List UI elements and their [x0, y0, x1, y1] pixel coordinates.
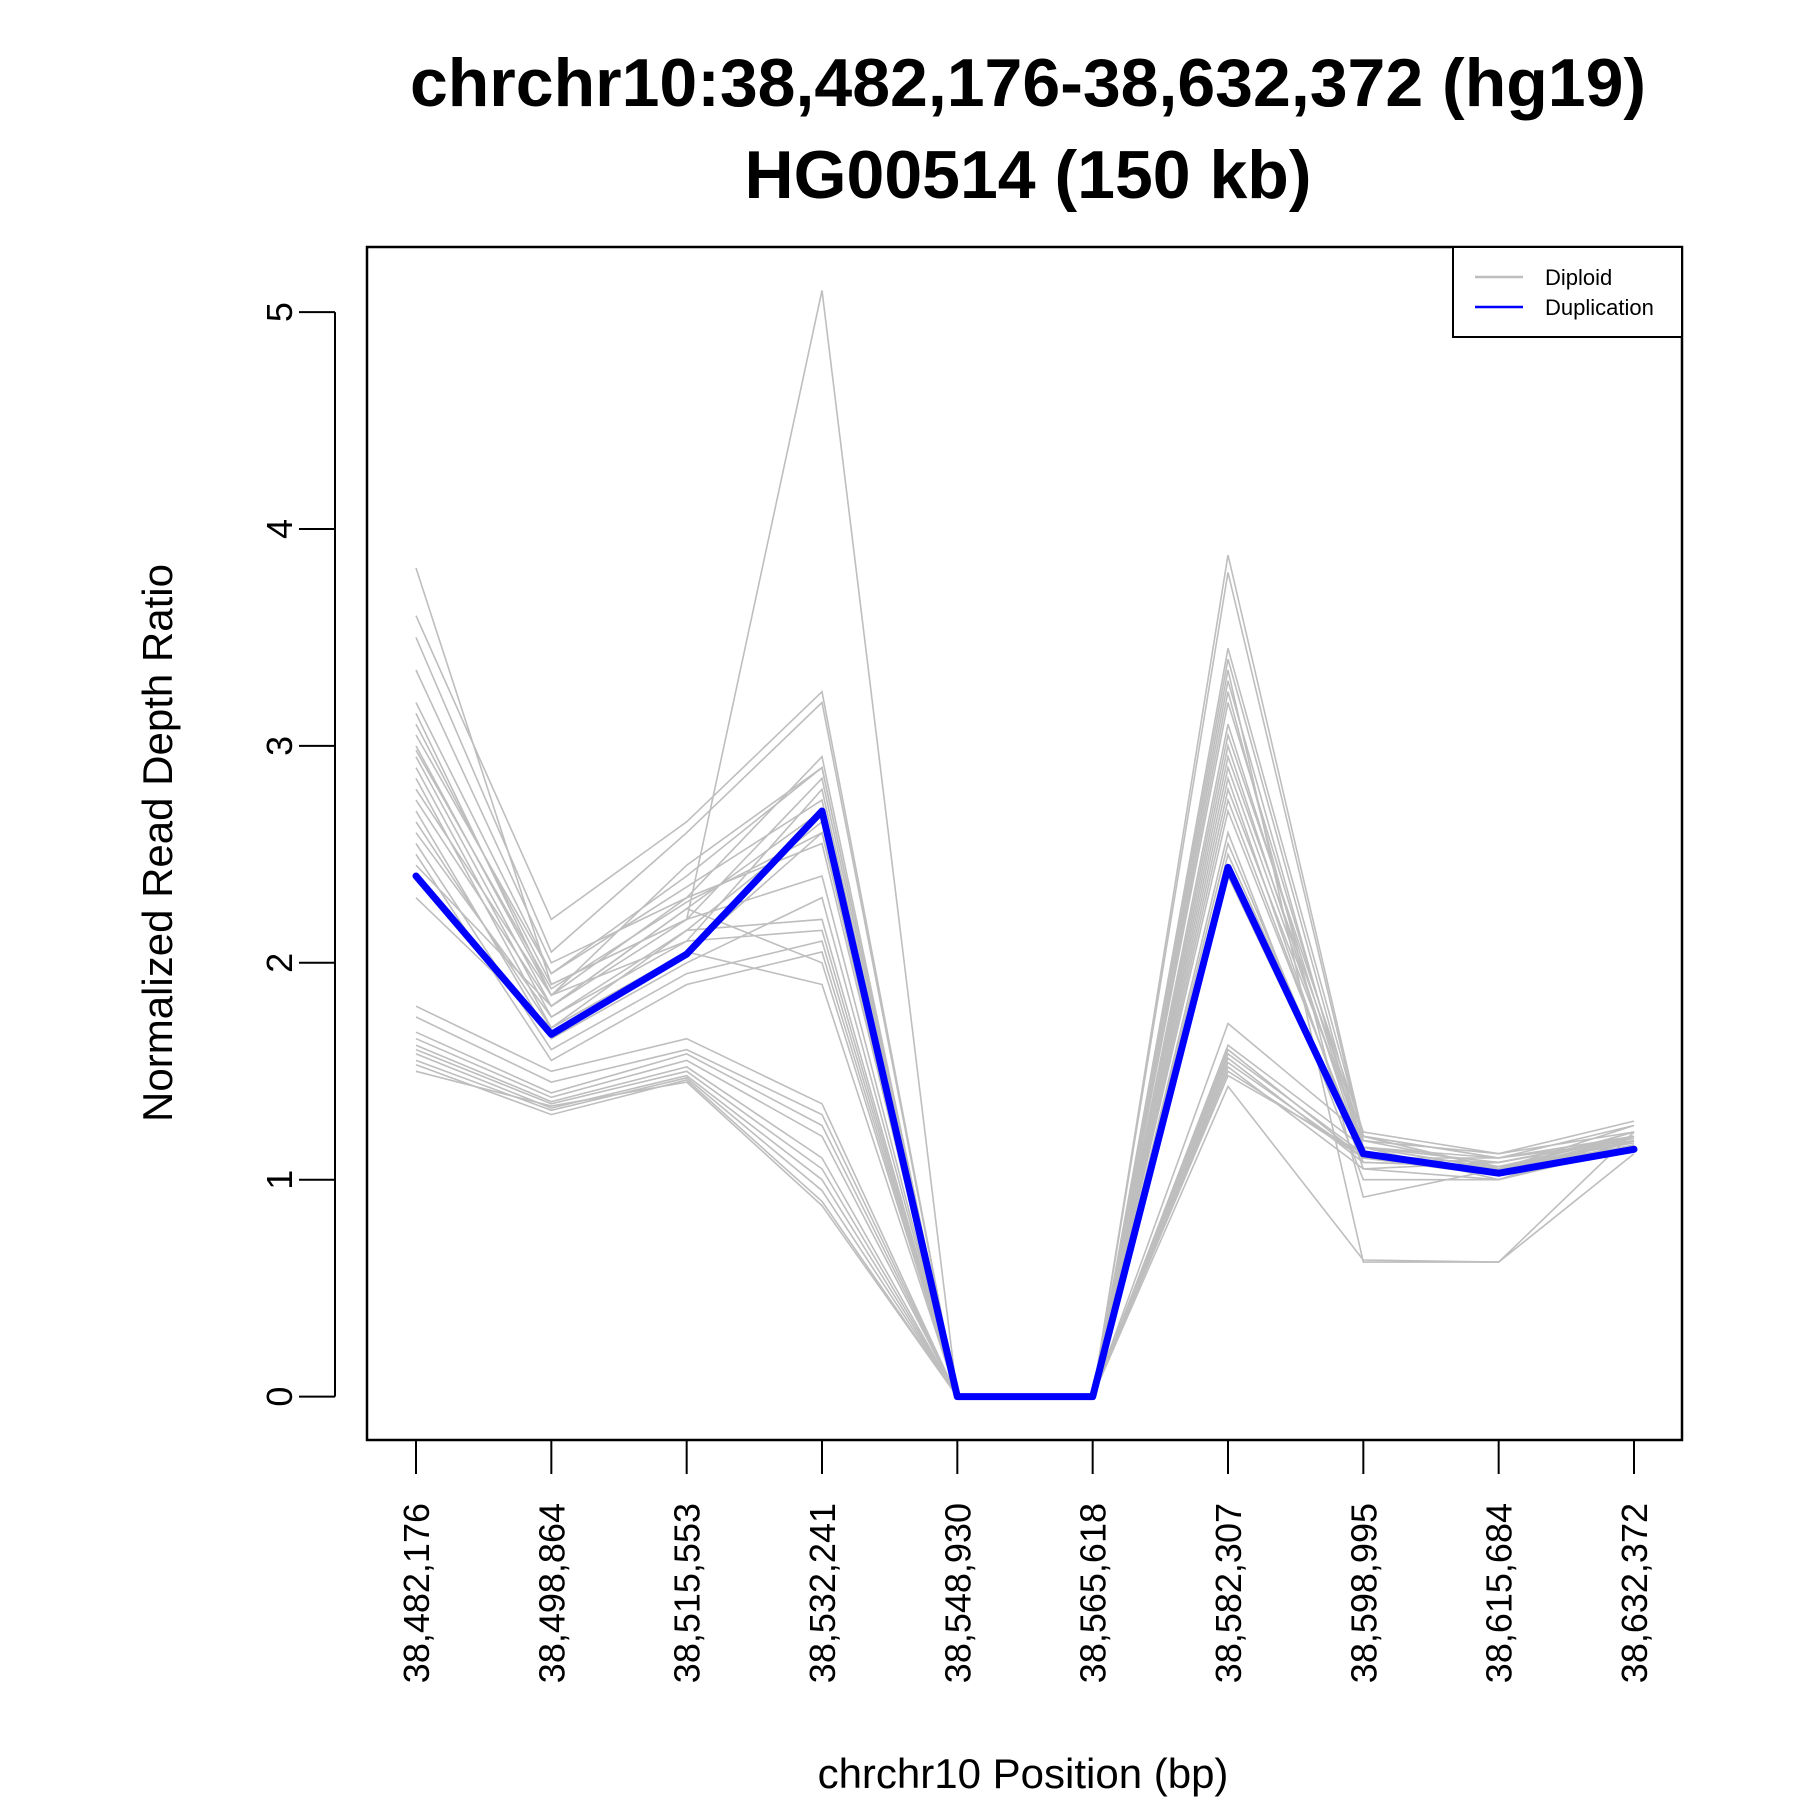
plot-frame [365, 245, 1684, 1442]
y-tick-label: 1 [259, 1170, 300, 1190]
diploid-series-line [415, 851, 1635, 1398]
x-tick-label: 38,498,864 [531, 1503, 572, 1683]
diploid-series-line [415, 702, 1635, 1398]
x-tick-label: 38,482,176 [396, 1503, 437, 1683]
y-tick-label: 0 [259, 1387, 300, 1407]
y-tick-label: 3 [259, 736, 300, 756]
diploid-series-line [415, 1005, 1635, 1398]
highlight-layer [412, 807, 1638, 1401]
chart-title: chrchr10:38,482,176-38,632,372 (hg19) [410, 45, 1646, 121]
legend-label-diploid: Diploid [1545, 265, 1612, 290]
diploid-series-line [415, 1059, 1635, 1398]
diploid-series-line [415, 691, 1635, 1398]
diploid-series-line [415, 1016, 1635, 1398]
x-tick-label: 38,615,684 [1479, 1503, 1520, 1683]
legend-box [1452, 246, 1683, 338]
x-tick-label: 38,548,930 [937, 1503, 978, 1683]
diploid-series-line [415, 731, 1635, 1398]
chart-subtitle: HG00514 (150 kb) [745, 137, 1312, 213]
x-tick-label: 38,632,372 [1614, 1503, 1655, 1683]
diploid-series-line [415, 680, 1635, 1398]
x-axis-label: chrchr10 Position (bp) [818, 1750, 1229, 1797]
x-tick-label: 38,532,241 [802, 1503, 843, 1683]
x-tick-label: 38,515,553 [667, 1503, 708, 1683]
diploid-series-line [415, 775, 1635, 1398]
series-layer [415, 290, 1635, 1398]
diploid-series-line [415, 753, 1635, 1398]
duplication-series-line [412, 807, 1638, 1401]
legend: Diploid Duplication [1452, 246, 1683, 338]
x-axis: 38,482,176 38,498,864 38,515,553 38,532,241… [396, 1439, 1655, 1683]
diploid-series-line [415, 862, 1635, 1398]
diploid-series-line [415, 1070, 1635, 1398]
diploid-series-line [415, 1053, 1635, 1398]
diploid-series-line [415, 840, 1635, 1398]
y-tick-label: 5 [259, 302, 300, 322]
diploid-series-line [415, 290, 1635, 1398]
legend-label-duplication: Duplication [1545, 295, 1654, 320]
diploid-series-line [415, 1031, 1635, 1398]
y-axis: 0 1 2 3 4 5 [259, 302, 336, 1407]
diploid-series-line [415, 572, 1635, 1398]
y-tick-label: 4 [259, 519, 300, 539]
diploid-series-line [415, 637, 1635, 1398]
y-axis-label: Normalized Read Depth Ratio [134, 564, 181, 1122]
diploid-series-line [415, 808, 1635, 1398]
diploid-series-line [415, 1063, 1635, 1398]
x-tick-label: 38,598,995 [1343, 1503, 1384, 1683]
diploid-series-line [415, 764, 1635, 1398]
y-tick-label: 2 [259, 953, 300, 973]
diploid-series-line [415, 830, 1635, 1398]
x-tick-label: 38,565,618 [1073, 1503, 1114, 1683]
x-tick-label: 38,582,307 [1208, 1503, 1249, 1683]
diploid-series-line [415, 873, 1635, 1398]
diploid-series-line [415, 658, 1635, 1398]
